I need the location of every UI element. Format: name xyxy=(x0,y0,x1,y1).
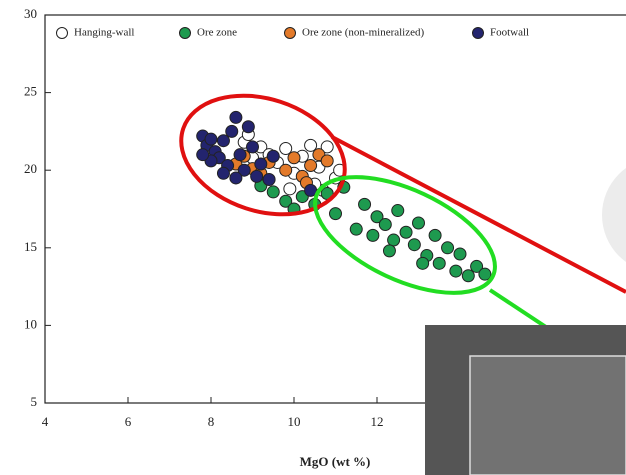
page: {"chart_data": {"type": "scatter", "x_la… xyxy=(0,0,626,475)
data-point xyxy=(247,141,259,153)
data-point xyxy=(454,248,466,260)
overlay-inner xyxy=(470,356,626,475)
data-point xyxy=(217,135,229,147)
y-tick-label: 25 xyxy=(24,84,37,99)
data-point xyxy=(433,257,445,269)
data-point xyxy=(197,149,209,161)
data-point xyxy=(383,245,395,257)
data-point xyxy=(280,142,292,154)
y-tick-label: 10 xyxy=(24,316,37,331)
data-point xyxy=(242,121,254,133)
legend-label: Ore zone (non-mineralized) xyxy=(302,27,424,39)
data-point xyxy=(379,219,391,231)
legend-marker xyxy=(180,28,191,39)
data-point xyxy=(305,160,317,172)
data-point xyxy=(350,223,362,235)
data-point xyxy=(321,155,333,167)
chart: MgO (wt %) 4 6 8 10 12 5 10 15 20 25 30 Hanging-wal… xyxy=(0,0,626,475)
data-point xyxy=(429,229,441,241)
background-shape xyxy=(602,157,626,273)
x-tick-label: 8 xyxy=(208,414,215,429)
data-point xyxy=(442,242,454,254)
x-tick-label: 10 xyxy=(288,414,301,429)
data-point xyxy=(205,133,217,145)
data-point xyxy=(367,229,379,241)
data-point xyxy=(388,234,400,246)
legend-label: Footwall xyxy=(490,27,529,39)
legend-label: Hanging-wall xyxy=(74,27,134,39)
y-tick-label: 5 xyxy=(31,394,38,409)
data-point xyxy=(408,239,420,251)
data-point xyxy=(234,149,246,161)
data-point xyxy=(330,208,342,220)
data-point xyxy=(359,198,371,210)
x-tick-label: 12 xyxy=(371,414,384,429)
data-point xyxy=(450,265,462,277)
y-tick-label: 20 xyxy=(24,161,37,176)
legend-marker xyxy=(473,28,484,39)
data-point xyxy=(413,217,425,229)
data-point xyxy=(280,164,292,176)
data-point xyxy=(263,174,275,186)
data-point xyxy=(217,167,229,179)
data-point xyxy=(284,183,296,195)
data-point xyxy=(255,158,267,170)
y-tick-label: 15 xyxy=(24,239,37,254)
x-axis-label: MgO (wt %) xyxy=(300,454,371,469)
data-point xyxy=(462,270,474,282)
data-point xyxy=(230,111,242,123)
data-point xyxy=(392,205,404,217)
x-tick-label: 4 xyxy=(42,414,49,429)
legend-label: Ore zone xyxy=(197,27,237,39)
y-tick-label: 30 xyxy=(24,6,37,21)
data-point xyxy=(305,139,317,151)
data-point xyxy=(288,152,300,164)
data-point xyxy=(230,172,242,184)
x-tick-label: 6 xyxy=(125,414,132,429)
data-point xyxy=(267,186,279,198)
data-point xyxy=(267,150,279,162)
data-point xyxy=(226,125,238,137)
data-point xyxy=(400,226,412,238)
legend-marker xyxy=(285,28,296,39)
legend-marker xyxy=(57,28,68,39)
data-point xyxy=(251,170,263,182)
data-point xyxy=(479,268,491,280)
data-point xyxy=(417,257,429,269)
